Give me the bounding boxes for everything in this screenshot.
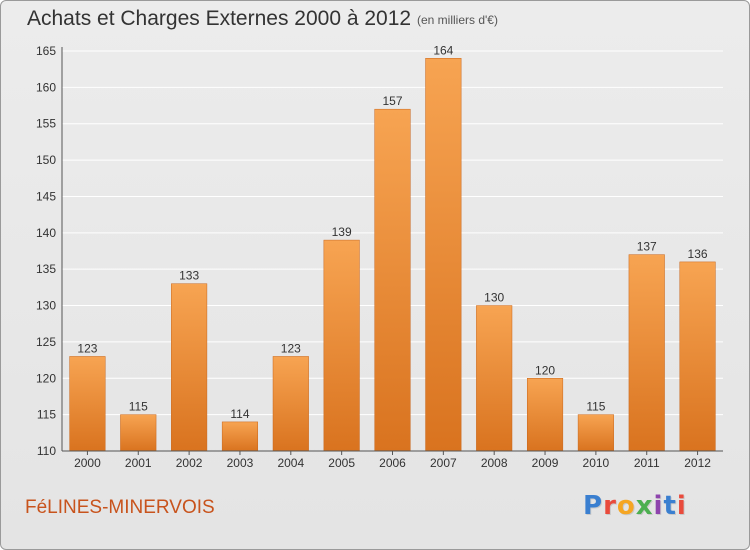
bar [577,414,614,452]
bar [69,356,106,452]
y-tick-label: 160 [36,80,56,94]
bar [323,239,360,452]
x-tick-label: 2011 [634,456,660,470]
y-tick-label: 155 [36,117,56,131]
y-tick-label: 165 [36,44,56,58]
x-tick-label: 2012 [684,456,711,470]
bar-value-label: 130 [484,291,504,305]
bar [679,261,716,452]
y-tick-label: 150 [36,153,56,167]
y-tick-label: 110 [37,444,56,458]
x-tick-label: 2004 [277,456,304,470]
bar [425,58,462,452]
logo-letter: x [635,491,654,521]
y-tick-label: 120 [36,371,56,385]
x-tick-label: 2008 [481,456,508,470]
bar [476,305,513,452]
bar-value-label: 136 [688,247,708,261]
x-tick-label: 2005 [328,456,355,470]
x-tick-label: 2001 [125,456,152,470]
labels: 110 115 120 125 130 135 140 145 150 155 160 165 123 2… [36,43,711,470]
x-tick-label: 2006 [379,456,406,470]
logo-letter: o [616,491,636,521]
bar [374,108,411,452]
bar [221,421,259,452]
bar-value-label: 157 [382,94,402,108]
bar [272,356,309,452]
bar [526,378,564,452]
commune-name: FéLINES-MINERVOIS [25,497,215,518]
x-tick-label: 2002 [176,456,203,470]
bar-value-label: 115 [129,400,148,414]
proxiti-logo[interactable]: Proxiti [583,491,687,521]
y-tick-label: 140 [36,226,56,240]
bar-value-label: 115 [586,400,605,414]
y-tick-label: 125 [36,335,56,349]
x-tick-label: 2003 [227,456,254,470]
bar-value-label: 164 [433,43,453,57]
bars [69,58,716,452]
bar-value-label: 114 [230,407,249,421]
bar-value-label: 123 [281,341,301,355]
logo-letter: i [676,491,687,521]
y-tick-label: 135 [36,262,56,276]
logo-letter: i [653,491,664,521]
chart-subtitle: (en milliers d'€) [417,13,498,27]
bar-value-label: 120 [535,363,555,377]
logo-letter: t [663,491,677,521]
x-tick-label: 2010 [583,456,610,470]
x-tick-label: 2000 [74,456,101,470]
bar [171,283,208,452]
logo-letter: P [583,491,604,521]
y-tick-label: 115 [37,408,56,422]
y-tick-label: 145 [36,189,56,203]
bar [628,254,665,452]
chart-title: Achats et Charges Externes 2000 à 2012 [27,7,412,30]
bar [120,414,157,452]
bar-value-label: 133 [179,269,199,283]
x-tick-label: 2009 [532,456,559,470]
bar-value-label: 139 [332,225,352,239]
logo-letter: r [603,491,617,521]
bar-value-label: 137 [637,240,657,254]
axes [61,47,723,455]
x-tick-label: 2007 [430,456,457,470]
bar-value-label: 123 [77,341,97,355]
y-tick-label: 130 [36,299,56,313]
